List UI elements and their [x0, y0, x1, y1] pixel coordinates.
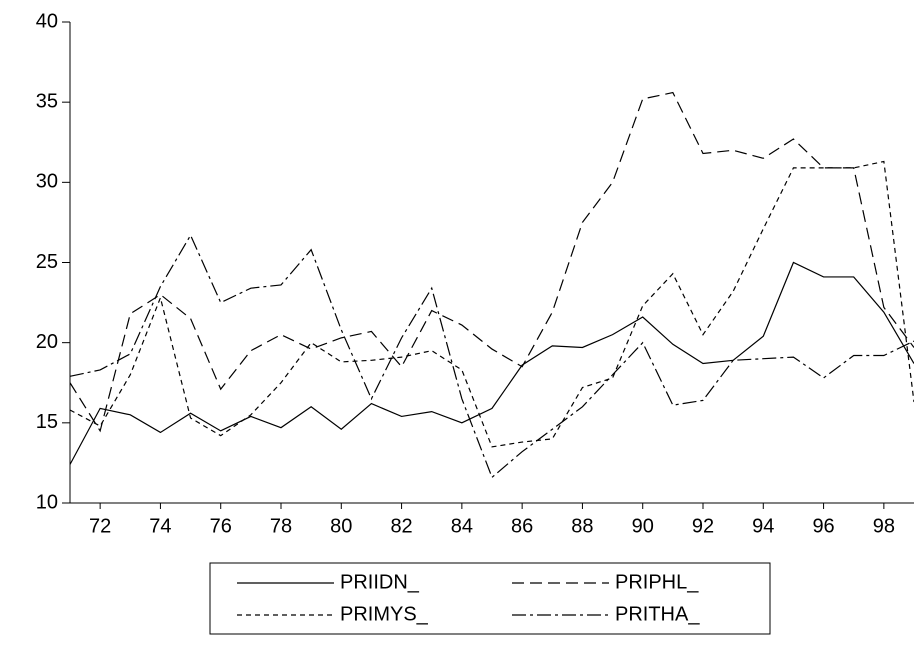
x-tick-label: 94 [752, 515, 774, 537]
y-tick-label: 35 [36, 90, 58, 112]
legend-box [209, 562, 771, 635]
x-tick-label: 74 [149, 515, 171, 537]
legend-label: PRIPHL_ [615, 571, 699, 593]
x-tick-label: 86 [511, 515, 533, 537]
series-line [69, 160, 914, 448]
x-tick-label: 76 [210, 515, 232, 537]
series-line [69, 91, 914, 433]
series-line [69, 261, 914, 465]
y-tick-label: 15 [36, 411, 58, 433]
legend-label: PRIMYS_ [340, 603, 429, 625]
legend-label: PRIIDN_ [340, 571, 420, 593]
x-tick-label: 82 [390, 515, 412, 537]
y-tick-label: 40 [36, 10, 58, 32]
x-tick-label: 96 [812, 515, 834, 537]
y-tick-label: 20 [36, 331, 58, 353]
x-tick-label: 80 [330, 515, 352, 537]
x-tick-label: 88 [571, 515, 593, 537]
x-tick-label: 90 [632, 515, 654, 537]
y-tick-label: 30 [36, 171, 58, 193]
x-tick-label: 78 [270, 515, 292, 537]
y-tick-label: 10 [36, 491, 58, 513]
x-tick-label: 72 [89, 515, 111, 537]
y-tick-label: 25 [36, 251, 58, 273]
legend-label: PRITHA_ [615, 603, 700, 625]
x-tick-label: 84 [451, 515, 473, 537]
x-tick-label: 92 [692, 515, 714, 537]
series-line [69, 233, 914, 479]
x-tick-label: 98 [873, 515, 895, 537]
